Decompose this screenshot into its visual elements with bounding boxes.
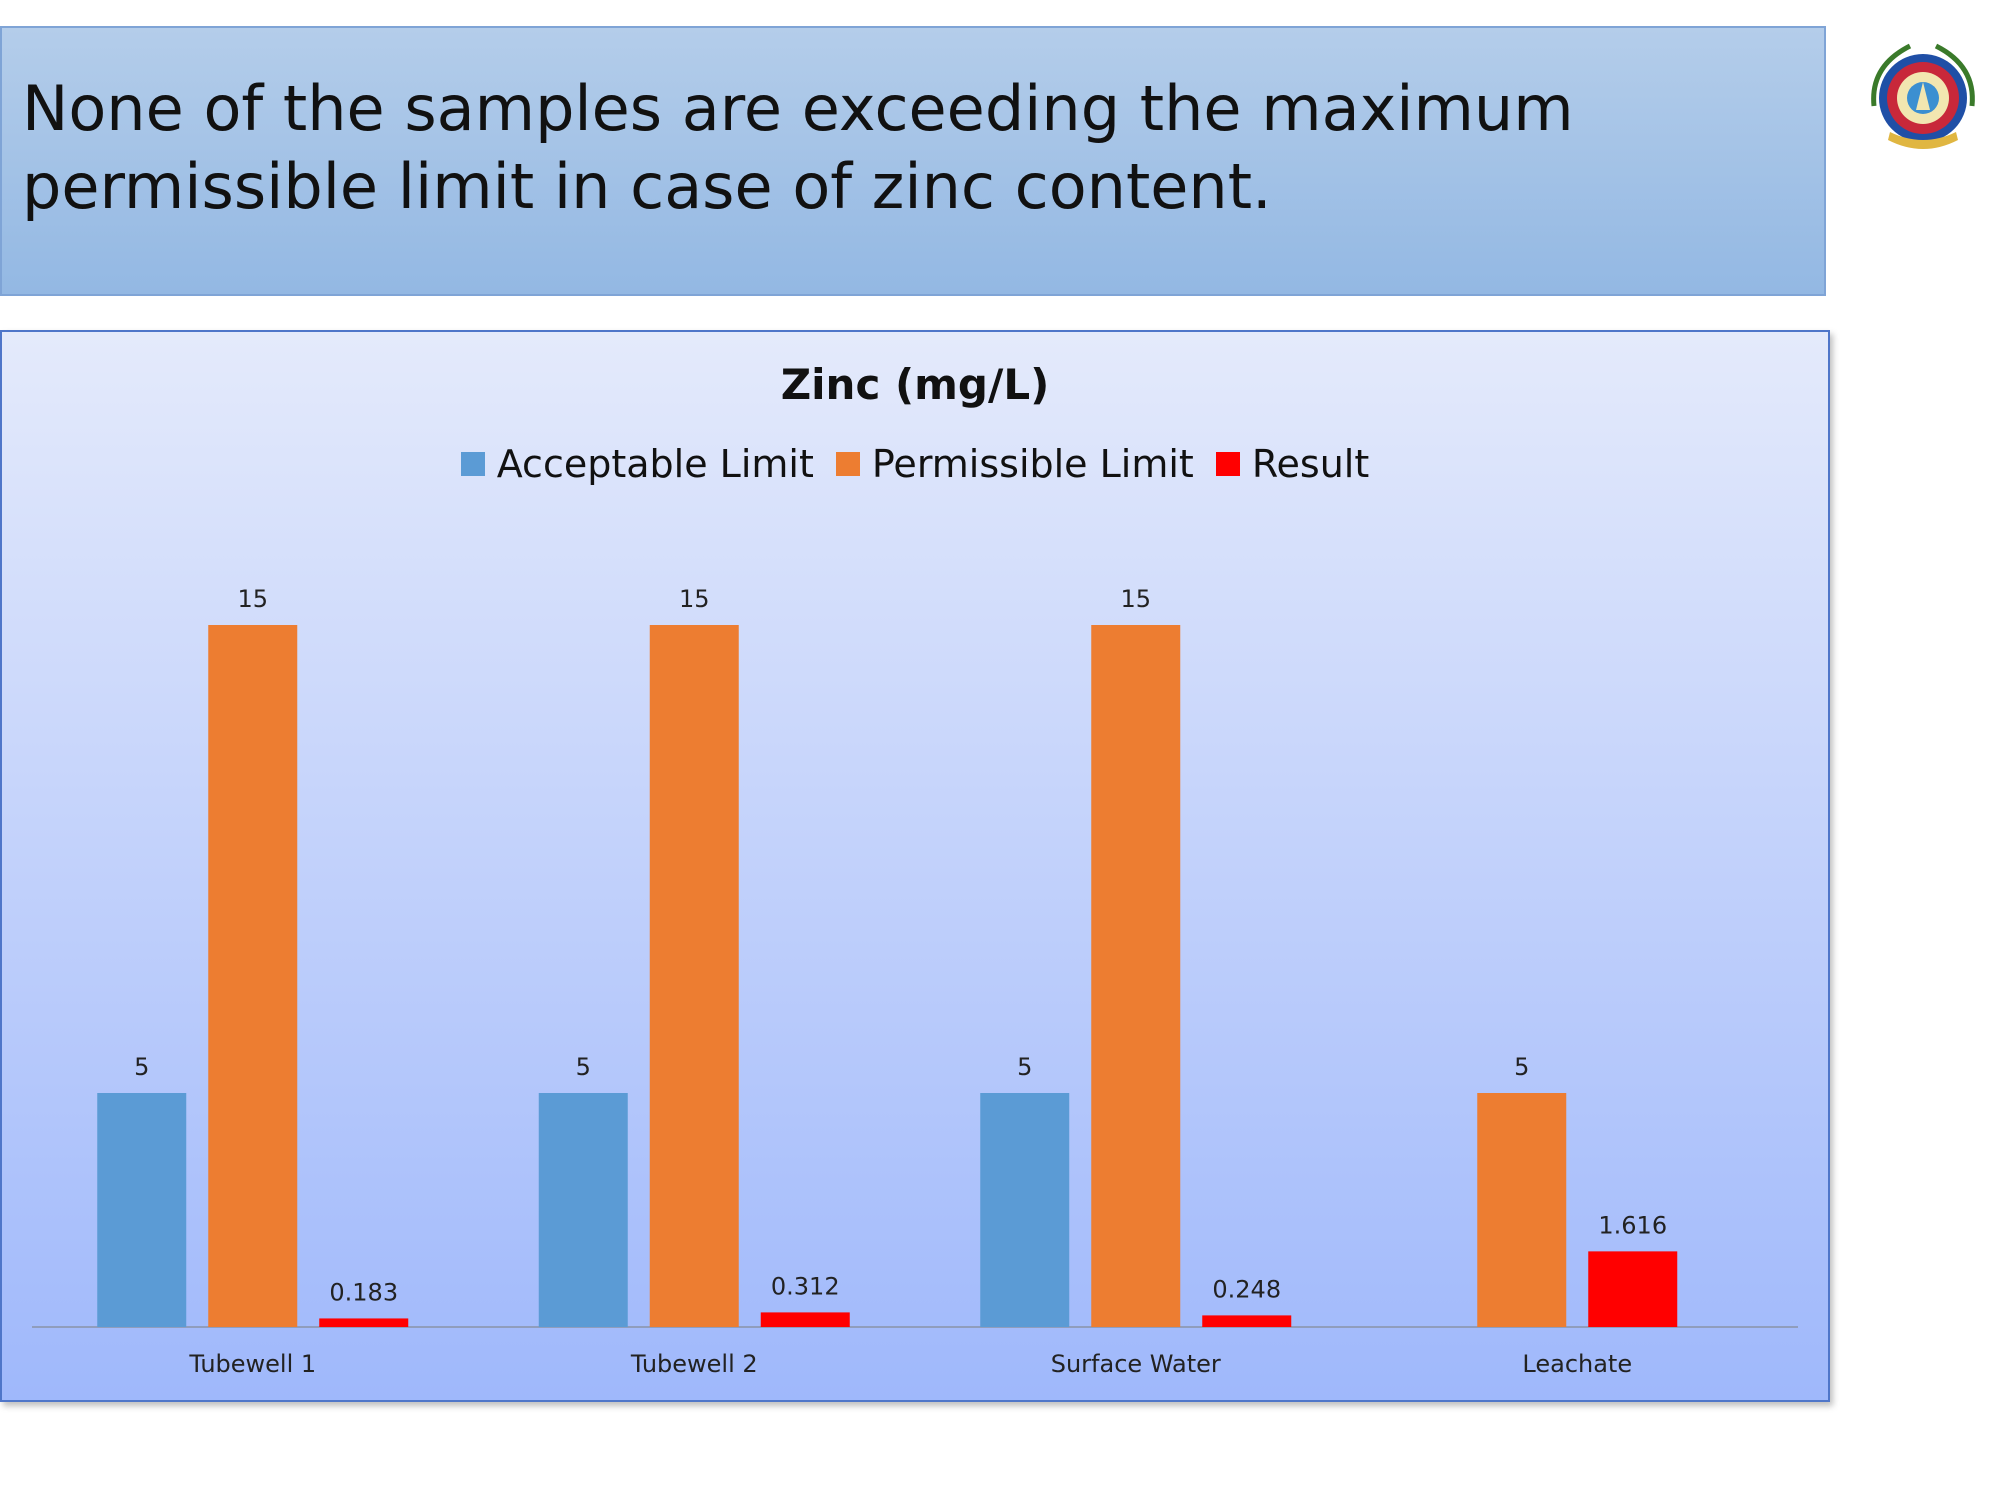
bar-0-0 — [97, 1093, 187, 1327]
chart-legend: Acceptable Limit Permissible Limit Resul… — [2, 442, 1828, 486]
bar-1-1 — [649, 625, 739, 1327]
legend-swatch-result — [1215, 452, 1240, 476]
data-label-0-2: 5 — [1017, 1053, 1032, 1081]
bar-2-3 — [1588, 1251, 1678, 1327]
data-label-1-0: 15 — [237, 585, 268, 613]
bar-chart: 5 15 0.183 Tubewell 1 5 15 0.312 Tubewell 2 5 15 0… — [32, 585, 1798, 1378]
data-label-2-3: 1.616 — [1598, 1211, 1667, 1239]
bar-1-3 — [1477, 1093, 1567, 1327]
legend-label-permissible: Permissible Limit — [871, 442, 1194, 486]
x-tick-label-3: Leachate — [1522, 1350, 1632, 1378]
bar-2-1 — [760, 1312, 850, 1327]
data-label-2-0: 0.183 — [329, 1278, 398, 1306]
legend-label-result: Result — [1251, 442, 1370, 486]
bar-2-2 — [1202, 1315, 1292, 1327]
x-tick-label-2: Surface Water — [1051, 1350, 1221, 1378]
data-label-0-1: 5 — [576, 1053, 591, 1081]
x-tick-label-1: Tubewell 2 — [630, 1350, 758, 1378]
header-text: None of the samples are exceeding the ma… — [22, 72, 1574, 223]
bar-0-2 — [980, 1093, 1070, 1327]
data-label-2-1: 0.312 — [771, 1272, 840, 1300]
legend-swatch-permissible — [835, 452, 860, 476]
legend-item-permissible: Permissible Limit — [835, 442, 1194, 486]
chart-title: Zinc (mg/L) — [780, 360, 1050, 409]
data-label-1-2: 15 — [1120, 585, 1151, 613]
legend-label-acceptable: Acceptable Limit — [496, 442, 814, 486]
data-label-1-3: 5 — [1514, 1053, 1529, 1081]
bar-1-0 — [208, 625, 298, 1327]
header-banner: None of the samples are exceeding the ma… — [0, 26, 1826, 296]
bar-1-2 — [1091, 625, 1181, 1327]
bar-2-0 — [319, 1318, 409, 1327]
data-label-2-2: 0.248 — [1212, 1275, 1281, 1303]
bar-0-1 — [538, 1093, 628, 1327]
x-tick-label-0: Tubewell 1 — [188, 1350, 316, 1378]
legend-item-result: Result — [1215, 442, 1370, 486]
legend-item-acceptable: Acceptable Limit — [460, 442, 814, 486]
legend-swatch-acceptable — [460, 452, 485, 476]
institution-seal-icon — [1871, 43, 1975, 149]
data-label-1-1: 15 — [679, 585, 710, 613]
chart-area: Zinc (mg/L) Acceptable Limit Permissible… — [0, 330, 1830, 1402]
data-label-0-0: 5 — [134, 1053, 149, 1081]
